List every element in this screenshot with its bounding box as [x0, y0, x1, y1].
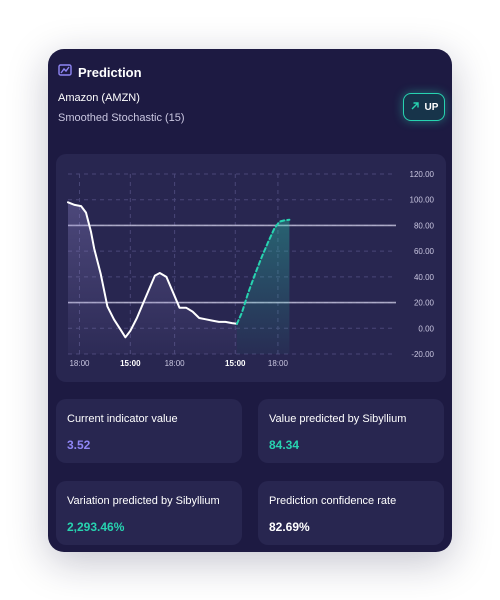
history-area — [68, 202, 237, 354]
stat-label: Current indicator value — [67, 413, 178, 425]
stat-value: 3.52 — [67, 438, 91, 452]
indicator-name: Smoothed Stochastic (15) — [58, 112, 185, 124]
stat-label: Variation predicted by Sibyllium — [67, 495, 220, 507]
stochastic-chart: 120.00 100.00 80.00 60.00 40.00 20.00 0.00 -20.… — [67, 170, 435, 368]
direction-badge[interactable]: UP — [403, 93, 445, 121]
x-tick-label: 18:00 — [268, 359, 289, 368]
asset-name: Amazon (AMZN) — [58, 92, 140, 104]
arrow-up-right-icon — [410, 101, 420, 114]
y-tick-label: 120.00 — [410, 170, 435, 179]
direction-label: UP — [424, 101, 439, 113]
prediction-line — [235, 218, 291, 325]
stat-current-value: Current indicator value 3.52 — [56, 399, 242, 463]
prediction-area — [236, 219, 290, 354]
y-tick-label: 40.00 — [414, 273, 435, 282]
stat-value: 82.69% — [269, 520, 310, 534]
stat-predicted-variation: Variation predicted by Sibyllium 2,293.4… — [56, 481, 242, 545]
y-tick-label: 60.00 — [414, 247, 435, 256]
card-header: Prediction — [58, 63, 142, 82]
stat-confidence-rate: Prediction confidence rate 82.69% — [258, 481, 444, 545]
chart-panel: 120.00 100.00 80.00 60.00 40.00 20.00 0.00 -20.… — [56, 154, 446, 382]
y-tick-label: 100.00 — [410, 196, 435, 205]
y-tick-label: -20.00 — [411, 350, 434, 359]
y-tick-label: 80.00 — [414, 221, 435, 230]
x-tick-label: 15:00 — [120, 359, 141, 368]
stat-label: Value predicted by Sibyllium — [269, 413, 407, 425]
chart-icon — [58, 63, 72, 82]
history-line — [67, 201, 238, 339]
stat-label: Prediction confidence rate — [269, 495, 397, 507]
x-tick-label: 18:00 — [165, 359, 186, 368]
y-tick-label: 20.00 — [414, 299, 435, 308]
y-tick-label: 0.00 — [418, 324, 434, 333]
prediction-card: Prediction Amazon (AMZN) Smoothed Stocha… — [48, 49, 452, 552]
stat-value: 84.34 — [269, 438, 300, 452]
x-tick-label: 18:00 — [69, 359, 90, 368]
stat-predicted-value: Value predicted by Sibyllium 84.34 — [258, 399, 444, 463]
stat-value: 2,293.46% — [67, 520, 125, 534]
card-title: Prediction — [78, 65, 142, 80]
x-tick-label: 15:00 — [225, 359, 246, 368]
